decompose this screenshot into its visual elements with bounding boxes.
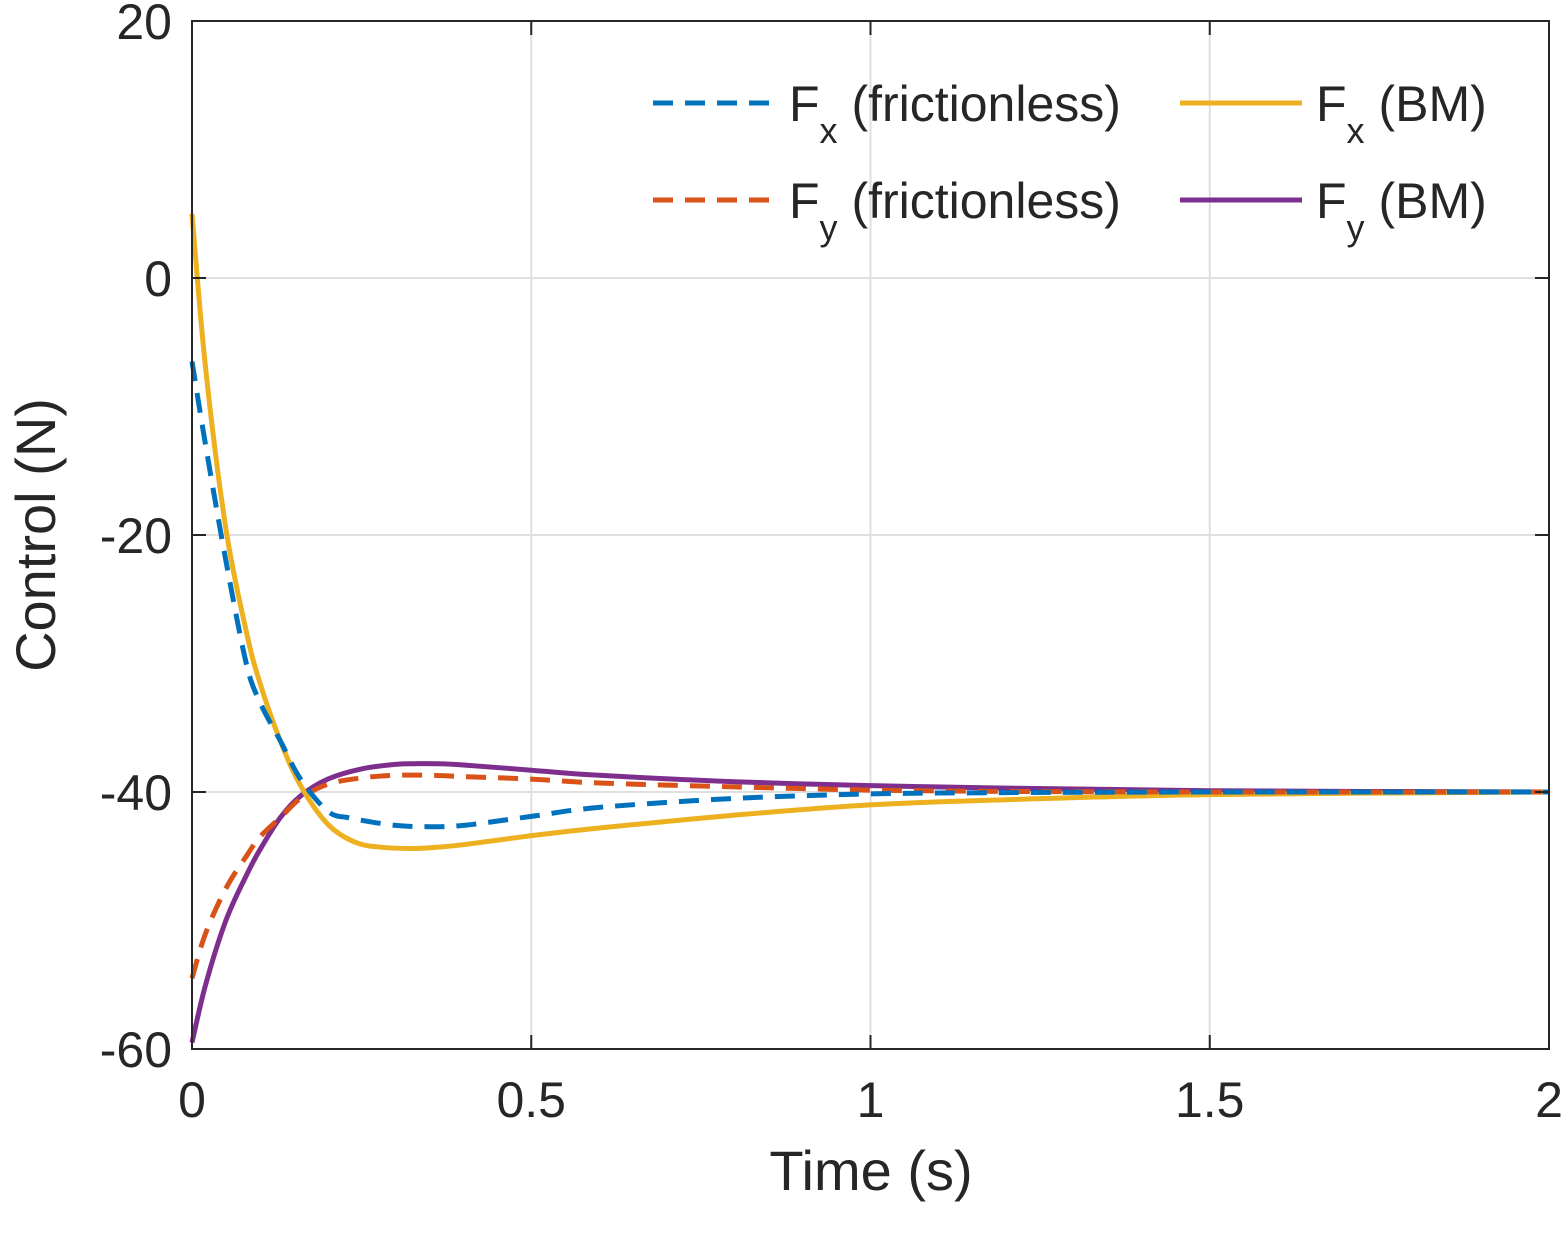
y-tick-label: 0 (144, 251, 172, 307)
legend-entry: Fy (frictionless) (789, 173, 1121, 248)
x-axis-label: Time (s) (769, 1139, 972, 1202)
tick-labels: 0 0.5 1 1.5 2 -60 -40 -20 0 20 (100, 0, 1563, 1128)
series-lines (189, 213, 1550, 1044)
y-tick-label: -20 (100, 508, 172, 564)
legend-entry: Fx (BM) (1316, 76, 1487, 151)
x-tick-label: 0 (178, 1072, 206, 1128)
series-line-0 (189, 361, 1550, 830)
x-tick-label: 1 (857, 1072, 885, 1128)
x-tick-label: 0.5 (496, 1072, 566, 1128)
series-line-1 (189, 772, 1550, 980)
x-tick-label: 1.5 (1175, 1072, 1245, 1128)
y-axis-label: Control (N) (4, 398, 67, 672)
axis-ticks (191, 20, 1550, 1050)
legend: Fx (frictionless) Fy (frictionless) Fx (BM… (653, 76, 1487, 248)
y-tick-label: -60 (100, 1022, 172, 1078)
y-tick-label: -40 (100, 765, 172, 821)
series-line-2 (189, 213, 1550, 851)
series-line-3 (189, 761, 1550, 1044)
legend-entry: Fx (frictionless) (789, 76, 1121, 151)
x-tick-label: 2 (1535, 1072, 1563, 1128)
legend-entry: Fy (BM) (1316, 173, 1487, 248)
y-tick-label: 20 (116, 0, 172, 50)
